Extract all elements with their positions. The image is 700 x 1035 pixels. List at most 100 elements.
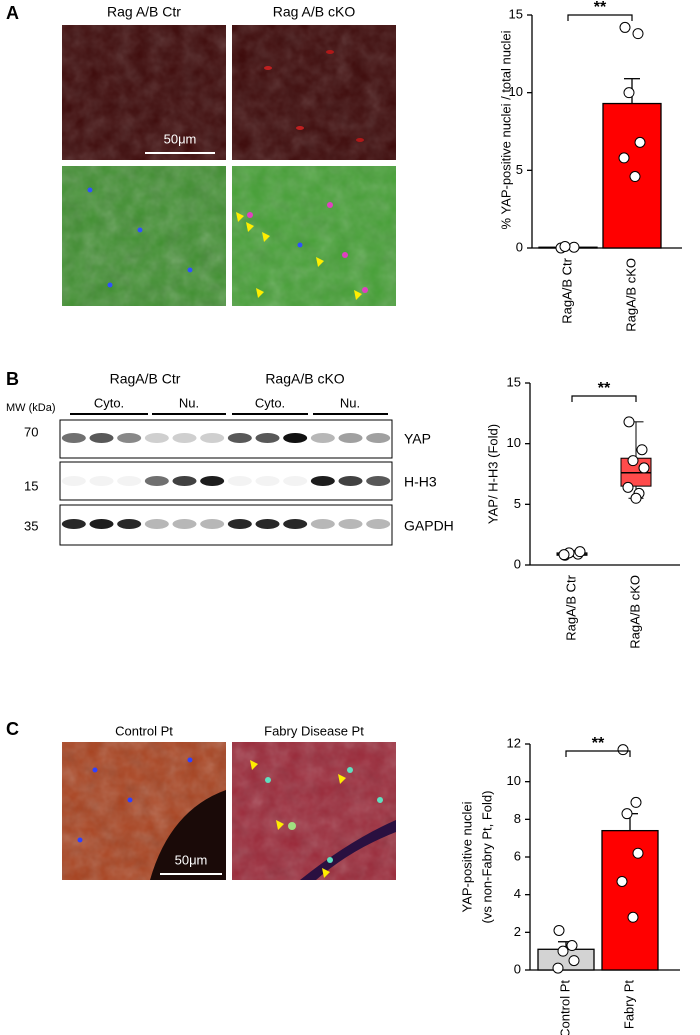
significance-bracket [565,750,631,757]
protein-label: GAPDH [404,518,454,534]
y-tick-label: 10 [507,435,521,450]
blot-band [366,433,391,443]
data-point [627,911,639,923]
image-label: Rag A/B Ctr [107,4,181,20]
data-point [630,492,642,504]
blot-band [310,519,335,529]
y-tick-label: 2 [514,924,521,939]
protein-label: H-H3 [404,474,437,490]
blot-band [117,476,142,486]
blot-band [255,519,280,529]
data-point [552,962,564,974]
data-point [638,462,650,474]
blot-band [338,519,363,529]
y-tick-label: 6 [514,848,521,863]
significance-label: ** [592,735,605,752]
blot-band [227,433,252,443]
data-point [568,955,580,967]
significance-bracket [567,14,633,21]
mw-marker: 15 [24,478,38,493]
data-point [559,240,571,252]
panel-label: A [6,3,19,23]
data-point [629,171,641,183]
fraction-label: Nu. [340,395,360,410]
blot-band [310,433,335,443]
y-tick-label: 10 [507,773,521,788]
group-label: RagA/B cKO [265,371,344,387]
y-tick-label: 0 [514,556,521,571]
blot-band [172,476,197,486]
blot-band [200,519,225,529]
x-tick-label: RagA/B Ctr [559,257,574,323]
data-point [553,924,565,936]
blot-frame [59,419,393,546]
image-label: Fabry Disease Pt [264,723,364,738]
y-tick-label: 0 [516,239,523,254]
fraction-label: Cyto. [94,395,124,410]
data-point [627,455,639,467]
y-tick-label: 15 [509,6,523,21]
data-point [616,875,628,887]
y-tick-label: 5 [516,162,523,177]
mw-label: MW (kDa) [6,402,56,414]
x-tick-label: RagA/B cKO [623,258,638,332]
blot-band [200,433,225,443]
blot-band [89,433,114,443]
image-label: Rag A/B cKO [273,4,356,20]
blot-band [283,519,308,529]
blot-band [61,476,86,486]
blot-band [310,476,335,486]
blot-band [144,519,169,529]
data-point [623,87,635,99]
panel-label: C [6,719,19,739]
data-point [630,796,642,808]
blot-band [283,433,308,443]
blot-band [172,433,197,443]
protein-label: YAP [404,431,431,447]
blot-band [366,476,391,486]
blot-band [144,433,169,443]
data-point [634,136,646,148]
data-point [632,28,644,40]
y-tick-label: 0 [514,961,521,976]
data-point [574,546,586,558]
fraction-label: Cyto. [255,395,285,410]
y-tick-label: 5 [514,496,521,511]
micrograph [62,742,396,880]
blot-band [89,476,114,486]
data-point [623,416,635,428]
blot-band [338,433,363,443]
bar [601,829,659,971]
data-point [566,940,578,952]
image-label: Control Pt [115,723,173,738]
x-tick-label: RagA/B cKO [627,575,642,649]
blot-band [117,519,142,529]
y-axis-label: YAP-positive nuclei [459,801,474,912]
y-axis-label: % YAP-positive nuclei / total nuclei [498,30,513,229]
data-point [621,808,633,820]
scale-label: 50μm [175,852,208,867]
blot-band [200,476,225,486]
blot-band [283,476,308,486]
data-point [622,481,634,493]
scale-label: 50μm [164,131,197,146]
blot-band [227,476,252,486]
y-tick-label: 4 [514,886,521,901]
data-point [557,945,569,957]
blot-band [117,433,142,443]
y-tick-label: 8 [514,811,521,826]
blot-band [172,519,197,529]
blot-band [255,476,280,486]
blot-band [227,519,252,529]
x-tick-label: Control Pt [557,980,572,1035]
blot-band [61,519,86,529]
data-point [568,241,580,253]
data-point [558,549,570,561]
data-point [636,444,648,456]
significance-label: ** [594,0,607,16]
x-tick-label: Fabry Pt [621,980,636,1030]
blot-band [366,519,391,529]
fraction-label: Nu. [179,395,199,410]
y-tick-label: 10 [509,84,523,99]
